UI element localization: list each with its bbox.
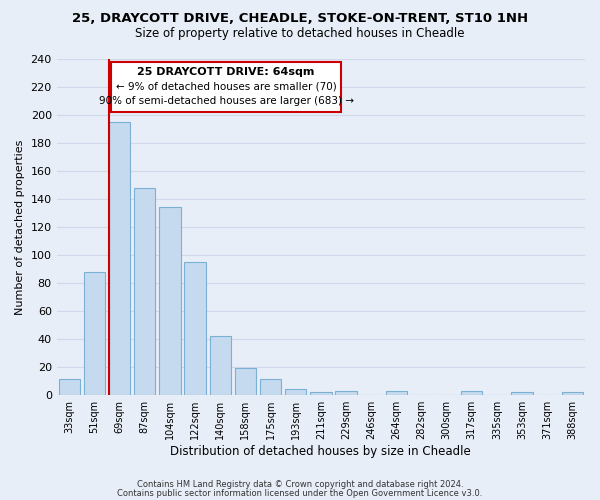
Text: ← 9% of detached houses are smaller (70): ← 9% of detached houses are smaller (70)	[116, 82, 337, 92]
Bar	[235, 368, 256, 394]
Bar	[511, 392, 533, 394]
Bar	[159, 208, 181, 394]
Text: Size of property relative to detached houses in Cheadle: Size of property relative to detached ho…	[135, 28, 465, 40]
Bar	[84, 272, 105, 394]
Bar	[335, 390, 356, 394]
Bar	[285, 389, 307, 394]
Text: Contains HM Land Registry data © Crown copyright and database right 2024.: Contains HM Land Registry data © Crown c…	[137, 480, 463, 489]
Bar	[184, 262, 206, 394]
Bar	[109, 122, 130, 394]
Bar	[386, 390, 407, 394]
Text: 90% of semi-detached houses are larger (683) →: 90% of semi-detached houses are larger (…	[98, 96, 353, 106]
X-axis label: Distribution of detached houses by size in Cheadle: Distribution of detached houses by size …	[170, 444, 471, 458]
Text: 25 DRAYCOTT DRIVE: 64sqm: 25 DRAYCOTT DRIVE: 64sqm	[137, 68, 315, 78]
Bar	[209, 336, 231, 394]
Bar	[134, 188, 155, 394]
Text: 25, DRAYCOTT DRIVE, CHEADLE, STOKE-ON-TRENT, ST10 1NH: 25, DRAYCOTT DRIVE, CHEADLE, STOKE-ON-TR…	[72, 12, 528, 26]
Text: Contains public sector information licensed under the Open Government Licence v3: Contains public sector information licen…	[118, 488, 482, 498]
Bar	[310, 392, 332, 394]
Y-axis label: Number of detached properties: Number of detached properties	[15, 139, 25, 314]
Bar	[59, 380, 80, 394]
Bar	[461, 390, 482, 394]
FancyBboxPatch shape	[112, 62, 341, 112]
Bar	[260, 380, 281, 394]
Bar	[562, 392, 583, 394]
